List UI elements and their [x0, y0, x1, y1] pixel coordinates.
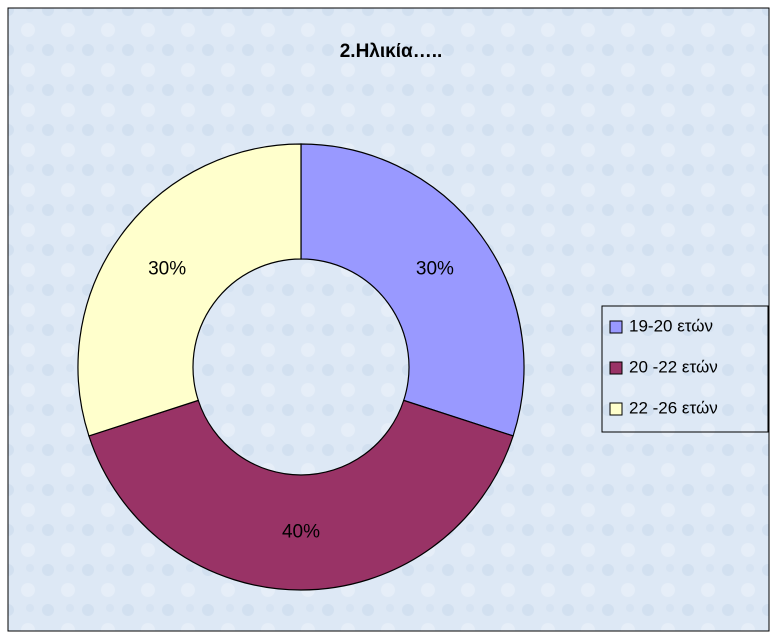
data-label: 30% — [416, 259, 454, 280]
legend-label: 22 -26 ετών — [629, 398, 718, 417]
legend-label: 20 -22 ετών — [629, 357, 718, 376]
legend-box — [601, 305, 769, 433]
data-label: 40% — [282, 522, 320, 543]
donut-slice — [88, 399, 514, 591]
legend-swatch — [609, 320, 623, 334]
donut-slice — [77, 143, 302, 437]
legend-swatch — [609, 402, 623, 416]
legend-label: 19-20 ετών — [629, 316, 713, 335]
donut-slice — [300, 143, 525, 437]
data-label: 30% — [148, 259, 186, 280]
chart-title: 2.Ηλικία….. — [340, 41, 443, 62]
legend-swatch — [609, 361, 623, 375]
